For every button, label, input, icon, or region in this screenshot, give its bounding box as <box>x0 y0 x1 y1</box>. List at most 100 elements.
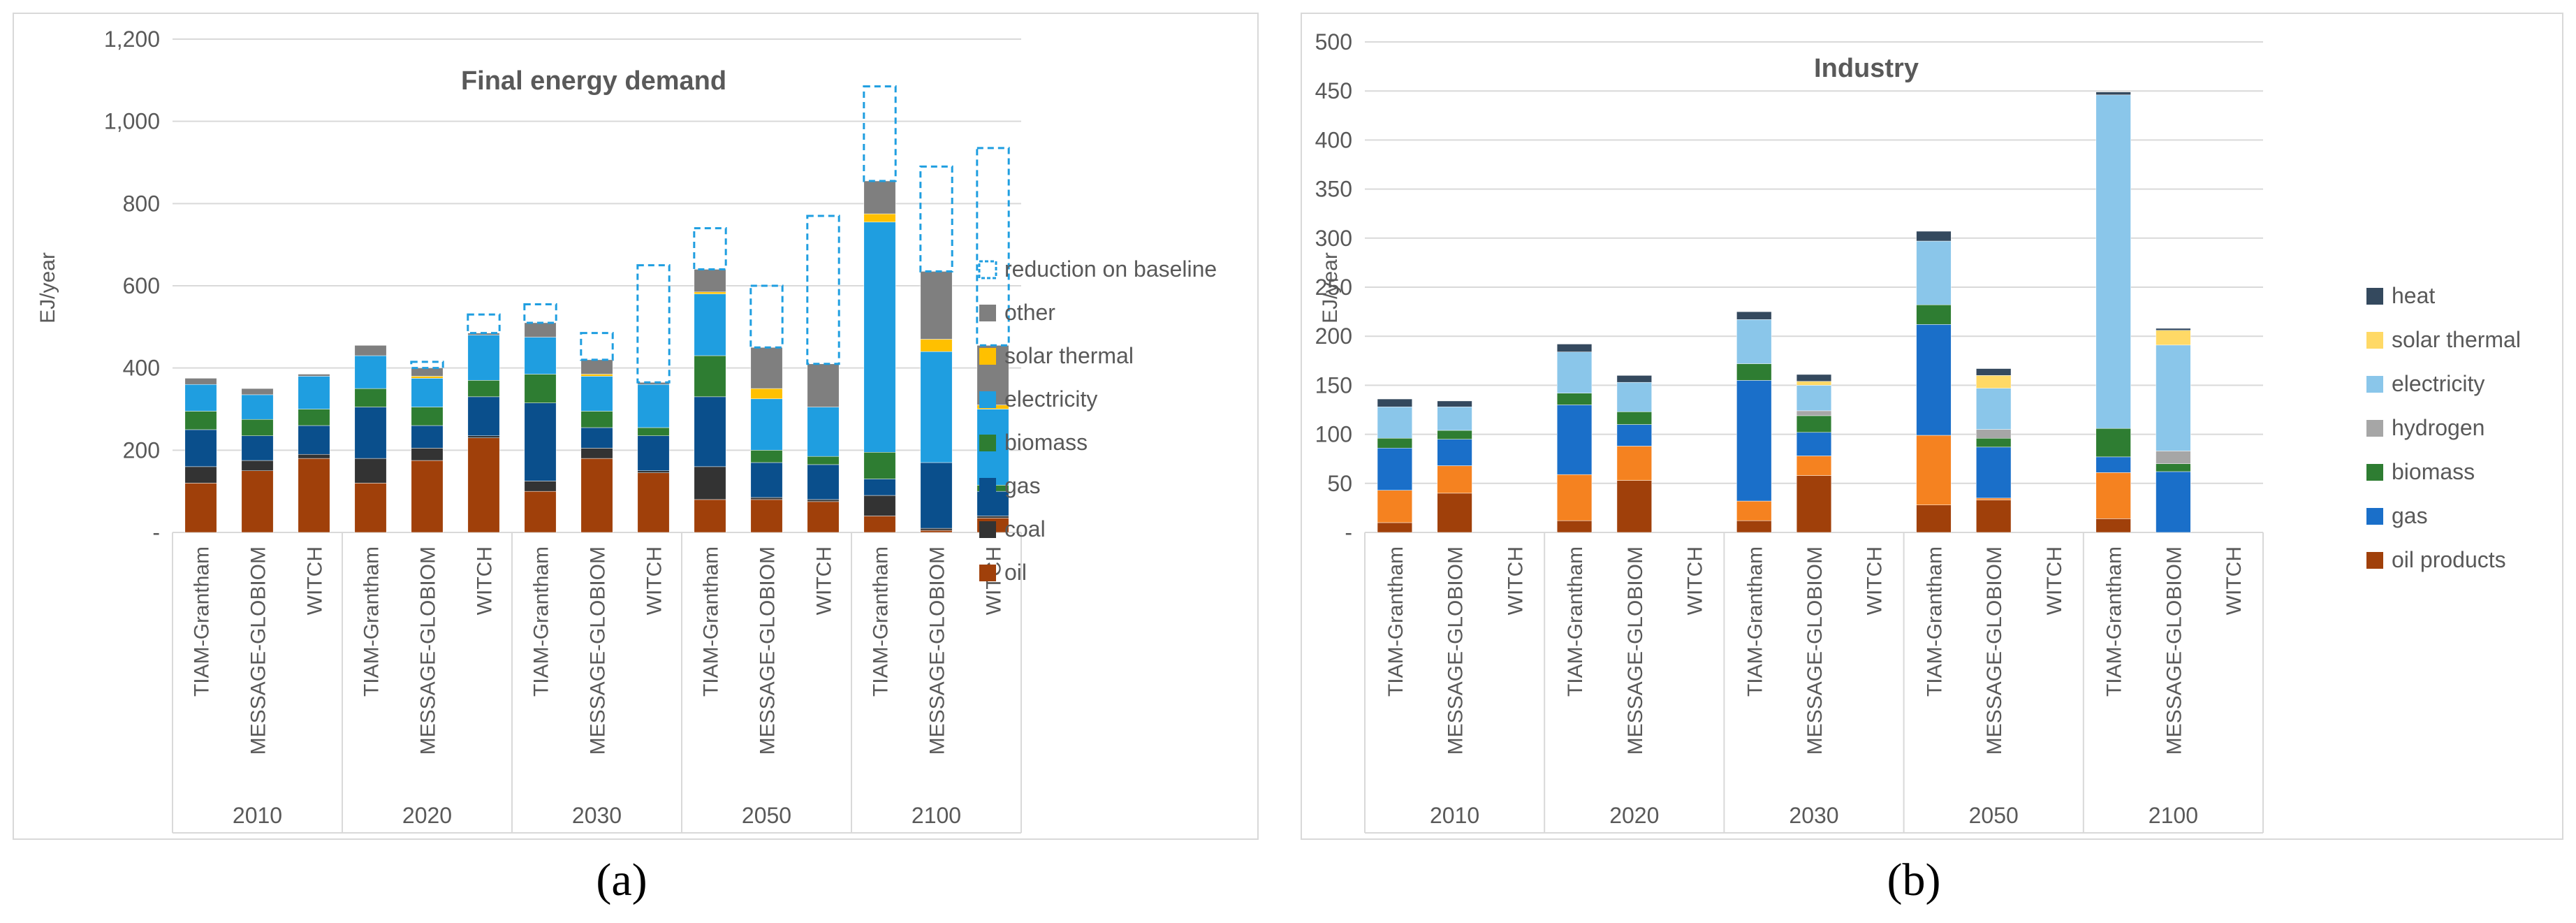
legend-swatch-heat <box>2366 288 2383 305</box>
legend-label-biomass: biomass <box>2392 459 2475 484</box>
model-label: TIAM-Grantham <box>191 546 214 697</box>
bar-segment-other <box>354 345 387 356</box>
bar-segment-solar-thermal <box>1796 381 1832 386</box>
bar-segment-other <box>580 359 613 375</box>
bar-segment-electricity <box>2156 344 2191 451</box>
model-label: WITCH <box>1684 546 1707 615</box>
bar-segment-electricity <box>2095 94 2131 429</box>
legend-swatch-biomass <box>979 435 996 451</box>
legend-label-electricity: electricity <box>1004 386 1097 412</box>
bar-segment-reduction-on-baseline <box>749 284 784 349</box>
bar-segment-heat <box>1916 231 1952 242</box>
bar-segment-gas <box>241 435 274 461</box>
bar-segment-hydrogen <box>1796 410 1832 416</box>
bar-segment-reduction-on-baseline <box>523 303 557 324</box>
bar-segment-solar-thermal <box>750 388 783 400</box>
legend-swatch-gas <box>2366 508 2383 525</box>
bar-segment-electricity <box>1616 381 1652 412</box>
legend-swatch-solar-thermal <box>2366 332 2383 349</box>
bar-segment-solar-thermal <box>411 376 444 379</box>
bar-segment-biomass <box>524 374 557 403</box>
bar-segment-coal <box>920 528 953 531</box>
model-label: MESSAGE-GLOBIOM <box>1983 546 2006 755</box>
y-tick-label: 250 <box>1315 275 1352 300</box>
bar-segment-coal <box>863 495 896 516</box>
bar-segment-oil <box>241 470 274 533</box>
bar-segment-electricity <box>1976 388 2012 430</box>
legend-swatch-hydrogen <box>2366 420 2383 437</box>
bar-segment-gas <box>694 396 726 467</box>
y-tick-label: 200 <box>1315 324 1352 349</box>
bar-segment-gas <box>524 402 557 481</box>
model-label: MESSAGE-GLOBIOM <box>1444 546 1468 755</box>
bar-segment-coal <box>694 466 726 500</box>
bar-segment-oil <box>524 490 557 533</box>
bar-segment-gas <box>1556 405 1593 475</box>
bar-segment-biomass <box>1377 437 1412 449</box>
bar-segment-other <box>863 180 896 215</box>
y-tick-label: - <box>152 520 160 545</box>
bar-segment-orange <box>1796 456 1832 476</box>
bar-segment-oil <box>580 458 613 533</box>
model-label: WITCH <box>813 546 836 615</box>
bar-segment-biomass <box>184 411 217 430</box>
y-tick-label: 1,200 <box>104 27 160 52</box>
bar-segment-orange <box>1736 500 1772 521</box>
bar-segment-orange <box>1437 465 1472 494</box>
group-label: 2030 <box>572 803 622 828</box>
legend-label-biomass: biomass <box>1004 430 1088 455</box>
legend-label-oil-products: oil products <box>2392 547 2506 572</box>
chart-a-svg: - 200 400 600 800 1,000 1,200 EJ/year Final ener… <box>36 27 1217 834</box>
legend-label-electricity: electricity <box>2392 371 2484 396</box>
bar-segment-heat <box>1976 368 2012 376</box>
bar-segment-reduction-on-baseline <box>580 332 614 361</box>
bar-segment-biomass <box>1916 305 1952 325</box>
bar-segment-coal <box>298 453 330 459</box>
bar-segment-gas <box>920 462 953 529</box>
bar-segment-gas <box>2095 456 2131 473</box>
model-label: TIAM-Grantham <box>360 546 383 697</box>
model-label: TIAM-Grantham <box>2103 546 2126 697</box>
bar-segment-electricity <box>637 384 670 428</box>
caption-b: (b) <box>1887 855 1941 906</box>
bar-segment-oil <box>184 483 217 533</box>
legend-label-other: other <box>1004 300 1055 325</box>
bar-segment-gas <box>976 490 1009 516</box>
legend-swatch-other <box>979 305 996 321</box>
bar-segment-reduction-on-baseline <box>410 361 444 370</box>
y-tick-label: 400 <box>123 356 160 381</box>
bar-segment-oil <box>750 499 783 533</box>
group-label: 2010 <box>1430 803 1479 828</box>
bar-segment-oil <box>807 501 840 533</box>
bar-segment-reduction-on-baseline <box>467 313 501 335</box>
group-label: 2050 <box>1969 803 2019 828</box>
legend-swatch-oil <box>979 565 996 581</box>
bar-segment-biomass <box>807 456 840 465</box>
bar-segment-other <box>637 382 670 385</box>
bar-segment-solar-thermal <box>694 291 726 295</box>
bar-segment-orange <box>1556 474 1593 521</box>
bar-segment-electricity <box>1377 407 1412 439</box>
bar-segment-electricity <box>467 335 500 381</box>
legend-swatch-oil-products <box>2366 552 2383 569</box>
bar-segment-biomass <box>637 427 670 436</box>
legend-label-gas: gas <box>2392 503 2428 528</box>
legend-swatch-electricity <box>2366 376 2383 393</box>
bar-segment-biomass <box>750 450 783 463</box>
bar-segment-oil <box>637 472 670 533</box>
bar-segment-heat <box>1377 398 1412 407</box>
bar-segment-coal <box>184 466 217 484</box>
bar-segment-gas <box>354 407 387 459</box>
bar-segment-biomass <box>298 409 330 426</box>
bar-segment-heat <box>1616 375 1652 383</box>
legend-label-solar-thermal: solar thermal <box>1004 343 1134 368</box>
group-label: 2050 <box>742 803 791 828</box>
model-label: TIAM-Grantham <box>1384 546 1407 697</box>
group-label: 2030 <box>1789 803 1838 828</box>
model-label: WITCH <box>643 546 666 615</box>
y-tick-label: 200 <box>123 437 160 463</box>
model-label: TIAM-Grantham <box>530 546 553 697</box>
model-label: WITCH <box>1864 546 1887 615</box>
bar-segment-oil-products <box>2095 518 2131 533</box>
bar-segment-electricity <box>807 407 840 457</box>
